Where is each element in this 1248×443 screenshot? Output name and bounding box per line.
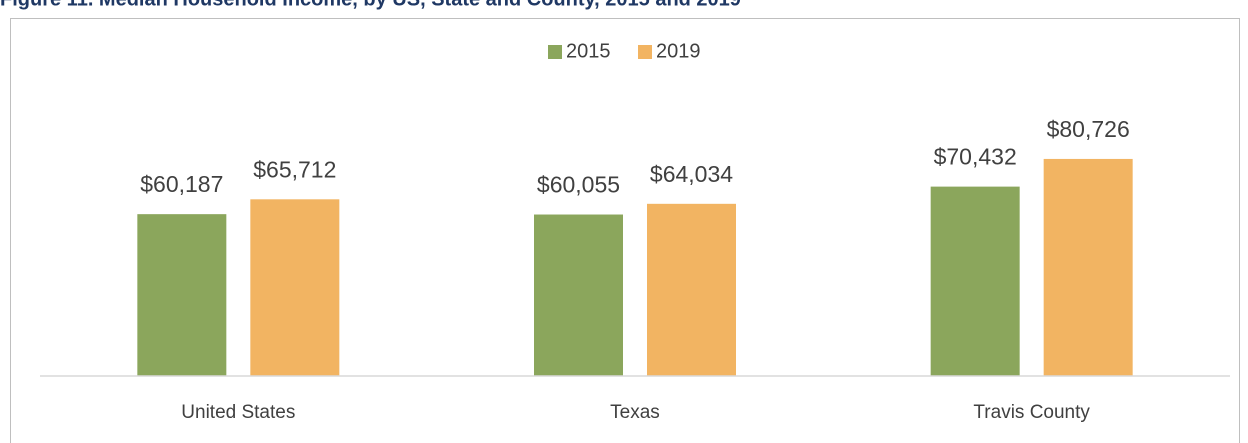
x-tick-label: Travis County	[973, 402, 1090, 423]
bar	[1043, 158, 1133, 376]
bar	[250, 199, 340, 376]
chart-border	[10, 18, 1240, 443]
data-label: $60,055	[537, 172, 620, 198]
data-label: $70,432	[934, 144, 1017, 170]
data-label: $64,034	[650, 161, 733, 187]
legend-label: 2015	[566, 40, 611, 62]
data-label: $65,712	[253, 156, 336, 182]
legend-swatch	[638, 45, 652, 59]
chart-title: Figure 11. Median Household Income, by U…	[0, 0, 741, 10]
legend-label: 2019	[656, 40, 701, 62]
bar	[647, 203, 736, 376]
data-label: $80,726	[1047, 116, 1130, 142]
bar	[137, 214, 227, 376]
data-label: $60,187	[140, 171, 223, 197]
x-tick-label: United States	[181, 402, 295, 423]
x-tick-label: Texas	[610, 402, 660, 423]
bar	[930, 186, 1020, 376]
bar	[534, 214, 623, 376]
legend-swatch	[548, 45, 562, 59]
